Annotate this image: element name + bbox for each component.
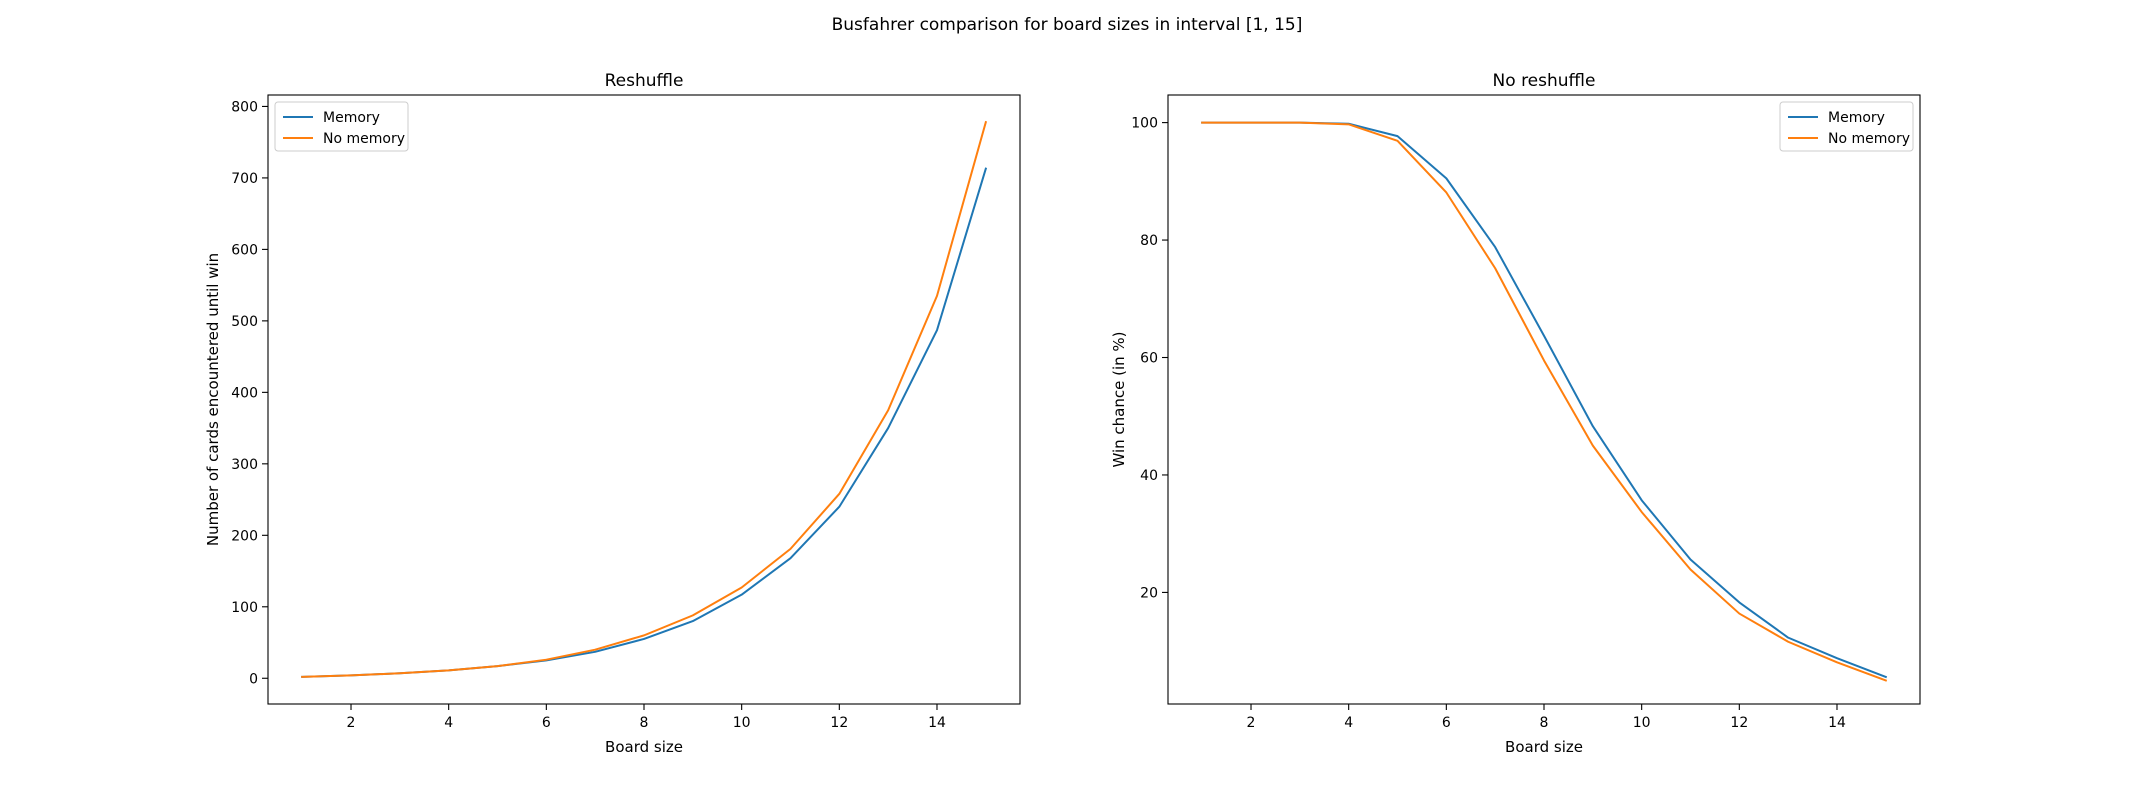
y-axis-label: Number of cards encountered until win [204,253,222,546]
y-tick-label: 100 [1131,116,1158,132]
x-tick-label: 2 [1247,715,1256,731]
figure-title: Busfahrer comparison for board sizes in … [832,15,1303,35]
x-tick-label: 14 [928,715,946,731]
chart-title: Reshuffle [605,71,684,91]
y-axis-label: Win chance (in %) [1110,331,1128,467]
y-tick-label: 200 [231,528,258,544]
x-axis-label: Board size [605,738,683,756]
x-tick-label: 2 [347,715,356,731]
y-tick-label: 20 [1140,585,1158,601]
x-tick-label: 12 [1730,715,1748,731]
x-tick-label: 14 [1828,715,1846,731]
legend-label-no-memory: No memory [1828,131,1910,147]
plot-frame [267,94,1021,705]
y-tick-label: 100 [231,600,258,616]
series-line-no-memory [1201,121,1888,682]
chart-no-reshuffle: No reshuffle 2 4 6 8 10 12 14 20 40 60 80 100 Board s… [1110,71,1921,756]
x-tick-label: 4 [1344,715,1353,731]
x-tick-label: 6 [1442,715,1451,731]
x-tick-label: 10 [733,715,751,731]
x-tick-label: 10 [1633,715,1651,731]
y-tick-label: 600 [231,242,258,258]
y-tick-label: 700 [231,171,258,187]
x-axis-label: Board size [1505,738,1583,756]
y-tick-label: 0 [249,671,258,687]
x-tick-label: 8 [1540,715,1549,731]
series-line-memory [1201,121,1888,679]
plot-frame [1167,94,1921,705]
x-tick-label: 12 [830,715,848,731]
legend-label-no-memory: No memory [323,131,405,147]
legend-label-memory: Memory [323,110,380,126]
chart-title: No reshuffle [1493,71,1596,91]
y-tick-label: 800 [231,99,258,115]
y-tick-label: 400 [231,385,258,401]
y-tick-label: 300 [231,457,258,473]
legend: Memory No memory [1779,101,1914,152]
y-tick-label: 60 [1140,351,1158,367]
x-tick-label: 4 [444,715,453,731]
y-tick-label: 80 [1140,233,1158,249]
series-line-no-memory [301,120,988,678]
legend-label-memory: Memory [1828,110,1885,126]
x-tick-label: 8 [640,715,649,731]
y-tick-label: 500 [231,314,258,330]
series-line-memory [301,167,988,678]
y-tick-label: 40 [1140,468,1158,484]
legend: Memory No memory [274,101,409,152]
x-tick-label: 6 [542,715,551,731]
chart-reshuffle: Reshuffle 2 4 6 8 10 12 14 0 100 200 300 400 500 600 70… [204,71,1021,756]
